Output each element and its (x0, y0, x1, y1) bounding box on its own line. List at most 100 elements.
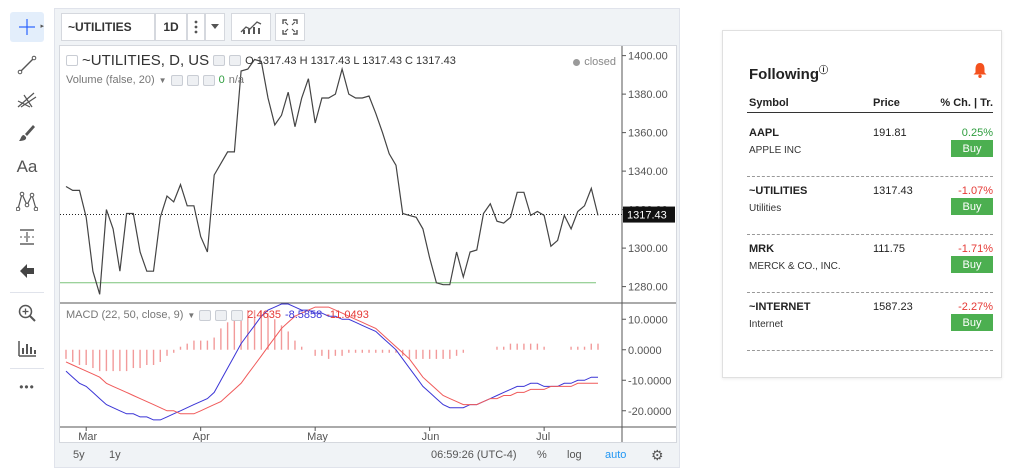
pattern-tool[interactable] (10, 186, 44, 216)
time-tick-label: Jun (422, 431, 440, 442)
zoom-in-icon (18, 304, 36, 322)
collapse-legend-icon[interactable] (66, 55, 78, 66)
indicator-tool[interactable] (10, 334, 44, 364)
log-scale-button[interactable]: log (567, 449, 582, 461)
macd-signal-value: -11.0493 (326, 309, 369, 321)
macd-legend: MACD (22, 50, close, 9) ▼ 2.4635 -8.5858… (66, 309, 369, 321)
market-status: closed (573, 56, 616, 68)
series-title: ~UTILITIES, D, US (82, 52, 210, 69)
macd-hist-value: 2.4635 (247, 309, 281, 321)
header-price: Price (873, 97, 900, 109)
symbol-search-button[interactable]: ~UTILITIES (61, 13, 155, 41)
fullscreen-icon (282, 19, 298, 35)
settings-icon[interactable] (213, 55, 226, 66)
volume-na: n/a (228, 74, 244, 86)
following-row[interactable]: ~INTERNET Internet 1587.23 -2.27% Buy (747, 293, 993, 351)
remove-drawings-tool[interactable] (10, 256, 44, 286)
row-company-name: APPLE INC (749, 145, 802, 156)
expand-arrow-icon[interactable]: ▸ (40, 23, 44, 30)
buy-button[interactable]: Buy (951, 198, 993, 215)
buy-button[interactable]: Buy (951, 140, 993, 157)
bell-icon[interactable] (971, 61, 989, 79)
info-icon[interactable]: ⓘ (818, 65, 828, 75)
following-row[interactable]: ~UTILITIES Utilities 1317.43 -1.07% Buy (747, 177, 993, 235)
row-symbol[interactable]: MRK (749, 243, 775, 255)
volume-dropdown-icon[interactable]: ▼ (158, 75, 167, 85)
zoom-tool[interactable] (10, 298, 44, 328)
row-symbol[interactable]: ~UTILITIES (749, 185, 808, 197)
chart-svg[interactable]: 1400.001380.001360.001340.001320.001300.… (60, 46, 676, 442)
buy-button[interactable]: Buy (951, 314, 993, 331)
volume-close-icon[interactable] (202, 74, 215, 86)
indicator-icon (18, 341, 36, 357)
chart-header-toolbar: ~UTILITIES 1D (55, 9, 681, 45)
macd-tick-label: 10.0000 (628, 314, 668, 326)
price-tick-label: 1280.00 (628, 282, 668, 294)
time-tick-label: Jul (536, 431, 550, 442)
arrow-left-icon (20, 264, 34, 278)
following-title: Followingⓘ (749, 63, 828, 83)
signal-line (65, 306, 598, 415)
price-tick-label: 1340.00 (628, 166, 668, 178)
toolbar-divider (10, 292, 44, 293)
indicators-button[interactable] (231, 13, 271, 41)
chart-widget: ~UTILITIES 1D 1400.00 1380.00 1360.00 1340.… (54, 8, 680, 468)
macd-tick-label: -20.0000 (628, 406, 671, 418)
text-icon: Aa (16, 157, 38, 176)
fullscreen-button[interactable] (275, 13, 305, 41)
market-status-label: closed (584, 56, 616, 68)
row-price: 191.81 (873, 127, 907, 139)
row-symbol[interactable]: ~INTERNET (749, 301, 811, 313)
range-1y-button[interactable]: 1y (109, 449, 121, 461)
ohlc-readout: O 1317.43 H 1317.43 L 1317.43 C 1317.43 (245, 54, 456, 67)
price-tick-label: 1400.00 (628, 51, 668, 63)
row-change: -1.71% (958, 243, 993, 255)
trend-line-tool[interactable] (10, 50, 44, 80)
time-tick-label: May (307, 431, 328, 442)
brush-tool[interactable] (10, 118, 44, 148)
following-row[interactable]: AAPL APPLE INC 191.81 0.25% Buy (747, 119, 993, 177)
crosshair-tool[interactable]: ▸ (10, 12, 44, 42)
time-tick-label: Apr (193, 431, 210, 442)
row-symbol[interactable]: AAPL (749, 127, 779, 139)
visibility-icon[interactable] (229, 55, 242, 66)
more-tools[interactable]: ••• (10, 372, 44, 402)
row-change: -1.07% (958, 185, 993, 197)
interval-more-button[interactable] (187, 13, 205, 41)
range-5y-button[interactable]: 5y (73, 449, 85, 461)
pitchfork-icon (17, 92, 37, 108)
volume-settings-icon[interactable] (170, 74, 183, 86)
pitchfork-tool[interactable] (10, 84, 44, 114)
header-change: % Ch. | Tr. (940, 97, 993, 109)
chart-settings-gear-icon[interactable]: ⚙ (651, 447, 664, 463)
measure-icon (20, 229, 34, 245)
interval-button[interactable]: 1D (155, 13, 187, 41)
measure-tool[interactable] (10, 222, 44, 252)
last-price-badge (623, 206, 675, 223)
macd-close-icon[interactable] (231, 309, 244, 321)
interval-dropdown-button[interactable] (205, 13, 225, 41)
row-company-name: Utilities (749, 203, 782, 214)
macd-dropdown-icon[interactable]: ▼ (187, 310, 196, 320)
price-tick-label: 1360.00 (628, 128, 668, 140)
following-title-text: Following (749, 66, 819, 83)
main-series-legend: ~UTILITIES, D, US O 1317.43 H 1317.43 L … (66, 52, 456, 69)
trend-line-icon (17, 55, 37, 75)
buy-button[interactable]: Buy (951, 256, 993, 273)
macd-settings-icon[interactable] (199, 309, 212, 321)
macd-tick-label: -10.0000 (628, 375, 671, 387)
caret-down-icon (211, 24, 219, 29)
status-dot-icon (573, 58, 581, 66)
volume-visibility-icon[interactable] (186, 74, 199, 86)
header-symbol: Symbol (749, 97, 789, 109)
following-row[interactable]: MRK MERCK & CO., INC. 111.75 -1.71% Buy (747, 235, 993, 293)
text-tool[interactable]: Aa (10, 152, 44, 182)
row-company-name: MERCK & CO., INC. (749, 261, 841, 272)
auto-scale-button[interactable]: auto (605, 449, 627, 461)
brush-icon (19, 125, 35, 141)
chart-plot-area[interactable]: 1400.001380.001360.001340.001320.001300.… (59, 45, 677, 443)
following-table-header: Symbol Price % Ch. | Tr. (747, 97, 993, 113)
percent-scale-button[interactable]: % (537, 449, 547, 461)
more-icon: ••• (19, 380, 35, 394)
macd-visibility-icon[interactable] (215, 309, 228, 321)
